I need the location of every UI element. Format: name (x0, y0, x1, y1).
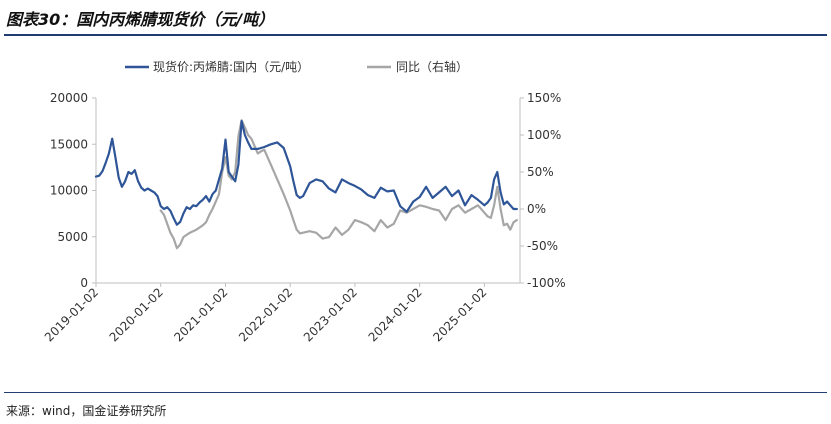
y-right-tick-label: 150% (527, 91, 561, 105)
y-right-tick-label: 100% (527, 128, 561, 142)
x-tick-label: 2019-01-02 (42, 285, 101, 344)
series-line-yoy (159, 119, 518, 250)
x-tick-label: 2021-01-02 (171, 285, 230, 344)
figure-title: 图表30：国内丙烯腈现货价（元/吨） (6, 10, 275, 29)
x-tick-label: 2023-01-02 (301, 285, 360, 344)
y-left-tick-label: 10000 (50, 184, 88, 198)
y-right-tick-label: -100% (527, 276, 566, 290)
y-right-tick-label: -50% (527, 239, 558, 253)
x-tick-label: 2024-01-02 (366, 285, 425, 344)
source-rule (4, 392, 827, 393)
price-chart: 现货价:丙烯腈:国内（元/吨） 同比（右轴） 0 5000 10000 15000 20… (42, 59, 566, 344)
title-rule (4, 34, 827, 36)
y-left-tick-label: 20000 (50, 91, 88, 105)
legend-label-price: 现货价:丙烯腈:国内（元/吨） (153, 59, 309, 74)
legend: 现货价:丙烯腈:国内（元/吨） 同比（右轴） (125, 59, 468, 74)
y-left-tick-label: 15000 (50, 137, 88, 151)
y-left-tick-label: 5000 (57, 230, 88, 244)
series-line-price (94, 119, 518, 226)
source-note: 来源：wind，国金证券研究所 (6, 404, 167, 418)
x-tick-label: 2022-01-02 (236, 285, 295, 344)
x-tick-label: 2025-01-02 (430, 285, 489, 344)
axes: 0 5000 10000 15000 20000 -100% -50% 0% 50% 100% 15… (42, 91, 566, 344)
series-layer (94, 119, 518, 250)
y-left-tick-label: 0 (80, 276, 88, 290)
legend-label-yoy: 同比（右轴） (396, 59, 468, 74)
y-right-tick-label: 0% (527, 202, 546, 216)
y-right-tick-label: 50% (527, 165, 554, 179)
x-tick-label: 2020-01-02 (107, 285, 166, 344)
